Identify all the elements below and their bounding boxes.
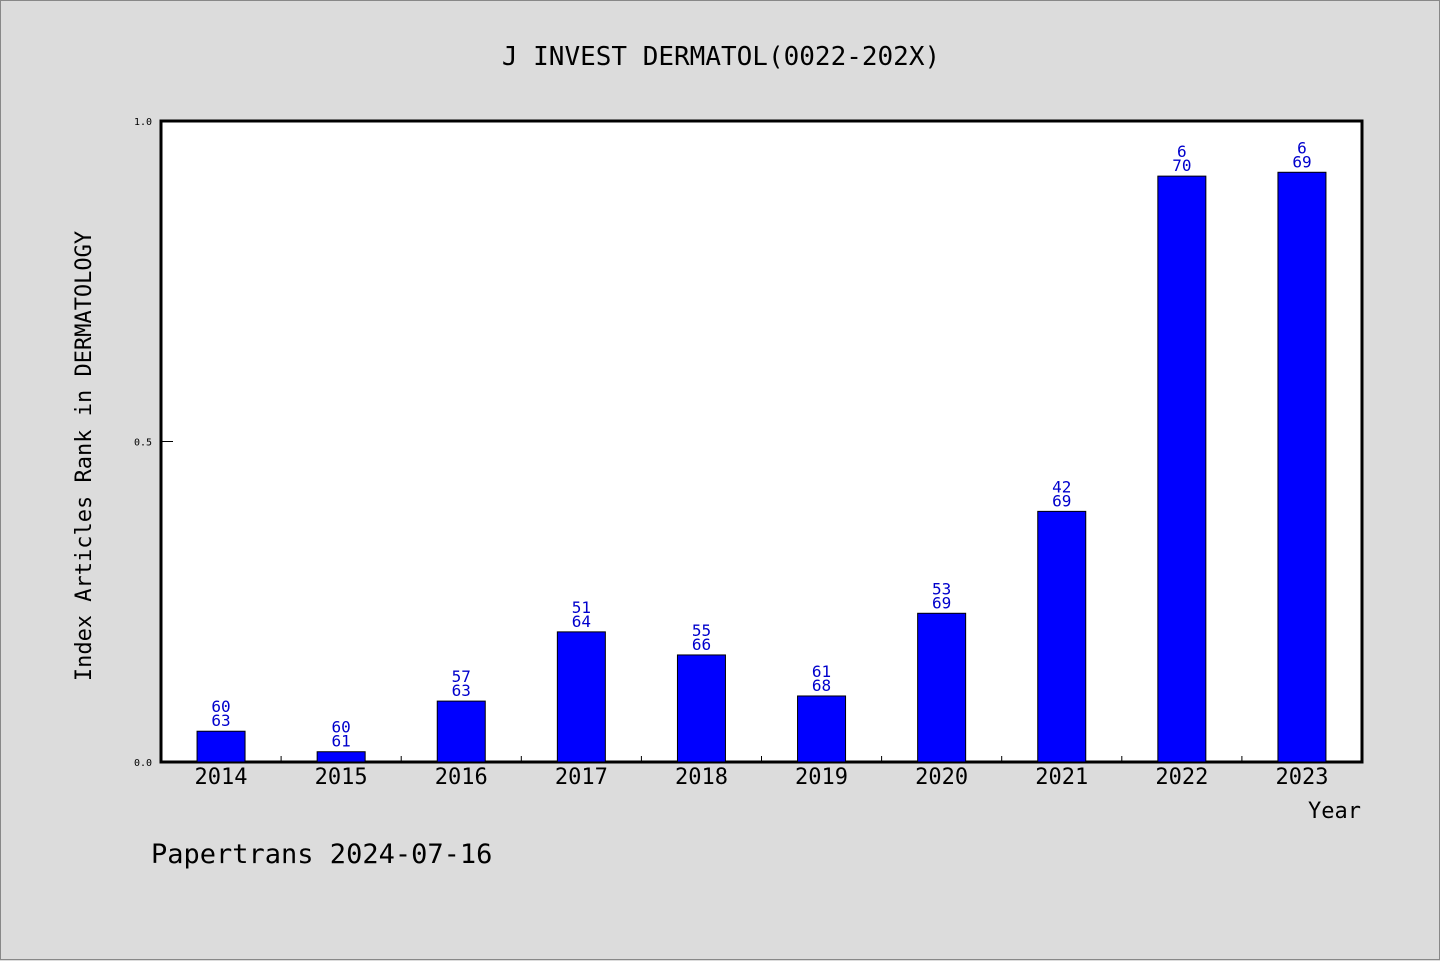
data-label-bottom-2020: 69 [932, 593, 951, 612]
data-label-bottom-2023: 69 [1292, 152, 1311, 171]
data-label-bottom-2019: 68 [812, 676, 831, 695]
data-label-top-2017: 51 [572, 598, 591, 617]
data-label-top-2023: 6 [1297, 138, 1307, 157]
data-label-bottom-2021: 69 [1052, 491, 1071, 510]
x-tick-label-2023: 2023 [1275, 765, 1328, 790]
bar-2017 [556, 631, 606, 763]
x-tick-label-2021: 2021 [1035, 765, 1088, 790]
x-tick-label-2022: 2022 [1155, 765, 1208, 790]
footer-credit: Papertrans 2024-07-16 [151, 839, 492, 870]
bar-2021 [1037, 510, 1087, 763]
data-label-top-2019: 61 [812, 662, 831, 681]
data-label-top-2022: 6 [1177, 142, 1187, 161]
x-axis-label: Year [1308, 799, 1361, 824]
data-label-bottom-2016: 63 [452, 681, 471, 700]
x-tick-label-2017: 2017 [555, 765, 608, 790]
bar-2015 [316, 751, 366, 763]
y-tick-label-0.0: 0.0 [134, 758, 152, 769]
data-label-top-2020: 53 [932, 579, 951, 598]
bar-2019 [797, 695, 847, 763]
data-label-top-2015: 60 [332, 718, 351, 737]
bar-2018 [676, 654, 726, 763]
bar-2023 [1277, 171, 1327, 763]
data-label-top-2021: 42 [1052, 477, 1071, 496]
x-tick-label-2016: 2016 [435, 765, 488, 790]
x-tick-label-2019: 2019 [795, 765, 848, 790]
data-label-top-2018: 55 [692, 621, 711, 640]
x-tick-label-2020: 2020 [915, 765, 968, 790]
data-label-bottom-2018: 66 [692, 635, 711, 654]
x-tick-label-2014: 2014 [195, 765, 248, 790]
data-label-bottom-2017: 64 [572, 612, 591, 631]
bar-2014 [196, 730, 246, 763]
bar-2016 [436, 700, 486, 763]
bar-2022 [1157, 175, 1207, 763]
x-tick-label-2015: 2015 [315, 765, 368, 790]
x-tick-label-2018: 2018 [675, 765, 728, 790]
data-label-top-2016: 57 [452, 667, 471, 686]
data-label-bottom-2022: 70 [1172, 156, 1191, 175]
bar-2020 [917, 612, 967, 763]
y-tick-label-1.0: 1.0 [134, 117, 152, 128]
data-label-top-2014: 60 [211, 697, 230, 716]
y-tick-label-0.5: 0.5 [134, 438, 152, 449]
chart-title: J INVEST DERMATOL(0022-202X) [502, 42, 940, 72]
data-label-bottom-2015: 61 [332, 732, 351, 751]
data-label-bottom-2014: 63 [211, 711, 230, 730]
y-axis-label: Index Articles Rank in DERMATOLOGY [72, 231, 97, 681]
